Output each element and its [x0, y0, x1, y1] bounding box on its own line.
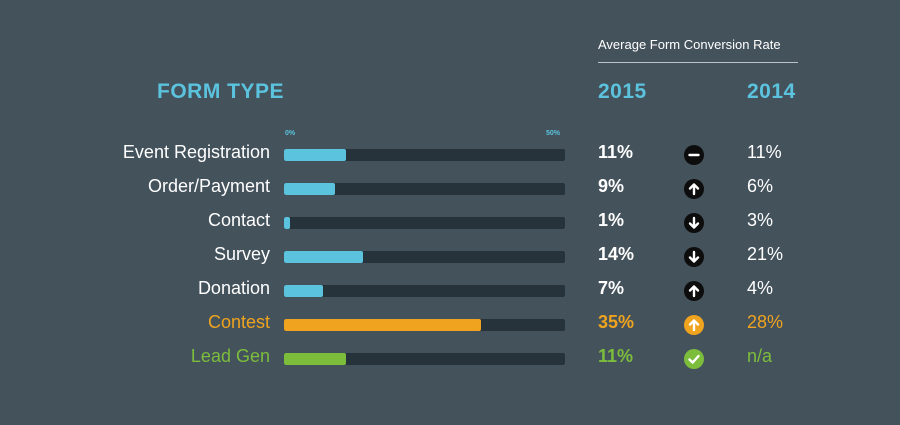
value-2014: n/a — [747, 346, 773, 366]
value-2014: 21% — [747, 244, 784, 264]
value-2015: 14% — [598, 244, 635, 264]
value-2015: 11% — [598, 142, 634, 162]
bar-fill — [284, 285, 324, 297]
arrow-down-icon — [684, 247, 704, 267]
row-label: Event Registration — [122, 142, 270, 162]
bar-fill — [284, 149, 346, 161]
row-label: Lead Gen — [190, 346, 270, 366]
bar-fill — [284, 183, 335, 195]
bar-track — [284, 319, 565, 331]
value-2015: 7% — [598, 278, 625, 298]
bar-track — [284, 285, 565, 297]
row-label: Donation — [197, 278, 270, 298]
bar-track — [284, 353, 565, 365]
row-label: Order/Payment — [147, 176, 270, 196]
bar-fill — [284, 353, 346, 365]
value-2015: 11% — [598, 346, 634, 366]
check-icon — [684, 349, 704, 369]
bar-fill — [284, 251, 363, 263]
bar-track — [284, 251, 565, 263]
bar-fill — [284, 319, 481, 331]
row-label: Survey — [213, 244, 270, 264]
form-type-heading: FORM TYPE — [157, 80, 285, 103]
value-2015: 1% — [598, 210, 625, 230]
value-2015: 35% — [598, 312, 635, 332]
minus-icon — [684, 145, 704, 165]
year-2014-heading: 2014 — [747, 80, 796, 103]
value-2014: 11% — [747, 142, 782, 162]
row-label: Contest — [207, 312, 270, 332]
bar-fill — [284, 217, 290, 229]
value-2014: 6% — [747, 176, 774, 196]
year-2015-heading: 2015 — [598, 80, 647, 103]
axis-max-label: 50% — [546, 130, 561, 137]
axis-min-label: 0% — [285, 130, 296, 137]
arrow-up-icon — [684, 179, 704, 199]
value-2014: 3% — [747, 210, 774, 230]
arrow-up-icon — [684, 281, 704, 301]
bar-track — [284, 149, 565, 161]
row-label: Contact — [207, 210, 270, 230]
rate-title: Average Form Conversion Rate — [598, 37, 781, 52]
bar-track — [284, 183, 565, 195]
header-divider — [598, 62, 798, 63]
value-2014: 4% — [747, 278, 774, 298]
arrow-down-icon — [684, 213, 704, 233]
arrow-up-icon — [684, 315, 704, 335]
value-2014: 28% — [747, 312, 784, 332]
bar-track — [284, 217, 565, 229]
value-2015: 9% — [598, 176, 625, 196]
